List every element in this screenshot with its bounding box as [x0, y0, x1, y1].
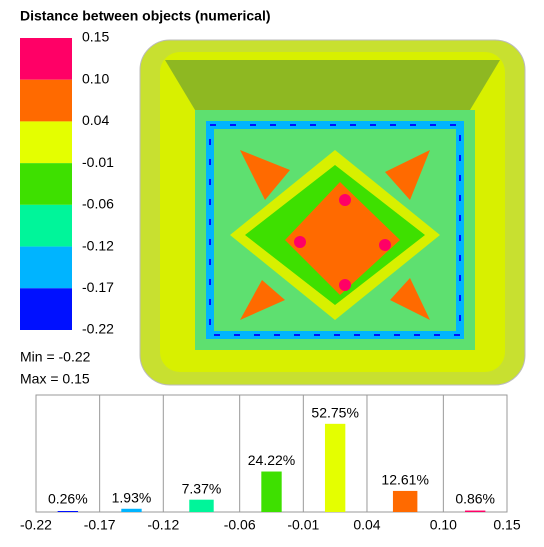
legend-swatch	[20, 247, 72, 289]
x-tick-label: 0.15	[493, 517, 520, 533]
legend-label: -0.01	[82, 154, 114, 170]
legend-label: 0.04	[82, 112, 109, 128]
bar	[58, 511, 78, 512]
x-tick-label: -0.12	[147, 517, 179, 533]
x-tick-label: -0.22	[20, 517, 52, 533]
legend-swatch	[20, 205, 72, 247]
legend-label: 0.15	[82, 29, 109, 45]
bar	[465, 511, 485, 512]
bar	[325, 424, 345, 512]
bar	[261, 472, 281, 512]
chart: Distance between objects (numerical) Min…	[0, 0, 544, 542]
bar	[189, 500, 213, 512]
max-label: Max = 0.15	[20, 371, 90, 387]
bar	[393, 491, 417, 512]
bar	[121, 509, 141, 512]
x-tick-label: -0.17	[84, 517, 116, 533]
x-tick-label: -0.06	[224, 517, 256, 533]
legend-swatch	[20, 163, 72, 205]
surface-spot	[379, 239, 391, 251]
x-tick-label: -0.01	[287, 517, 319, 533]
legend-label: -0.22	[82, 321, 114, 337]
chart-title: Distance between objects (numerical)	[20, 8, 271, 24]
x-tick-label: 0.10	[430, 517, 457, 533]
legend-label: -0.12	[82, 237, 114, 253]
value-label: 12.61%	[381, 472, 428, 488]
legend-swatch	[20, 121, 72, 163]
surface-spot	[294, 236, 306, 248]
legend-swatch	[20, 80, 72, 122]
legend-label: -0.17	[82, 279, 114, 295]
surface-wall	[165, 60, 500, 110]
legend-label: -0.06	[82, 196, 114, 212]
legend-swatch	[20, 38, 72, 80]
value-label: 0.26%	[48, 491, 88, 507]
value-label: 52.75%	[311, 405, 358, 421]
value-label: 24.22%	[248, 452, 295, 468]
surface-spot	[339, 194, 351, 206]
legend-label: 0.10	[82, 70, 109, 86]
value-label: 0.86%	[455, 491, 495, 507]
surface-spot	[339, 279, 351, 291]
min-label: Min = -0.22	[20, 349, 91, 365]
value-label: 1.93%	[112, 489, 152, 505]
surface-map	[140, 40, 525, 385]
legend-swatch	[20, 288, 72, 330]
value-label: 7.37%	[182, 480, 222, 496]
x-tick-label: 0.04	[353, 517, 380, 533]
